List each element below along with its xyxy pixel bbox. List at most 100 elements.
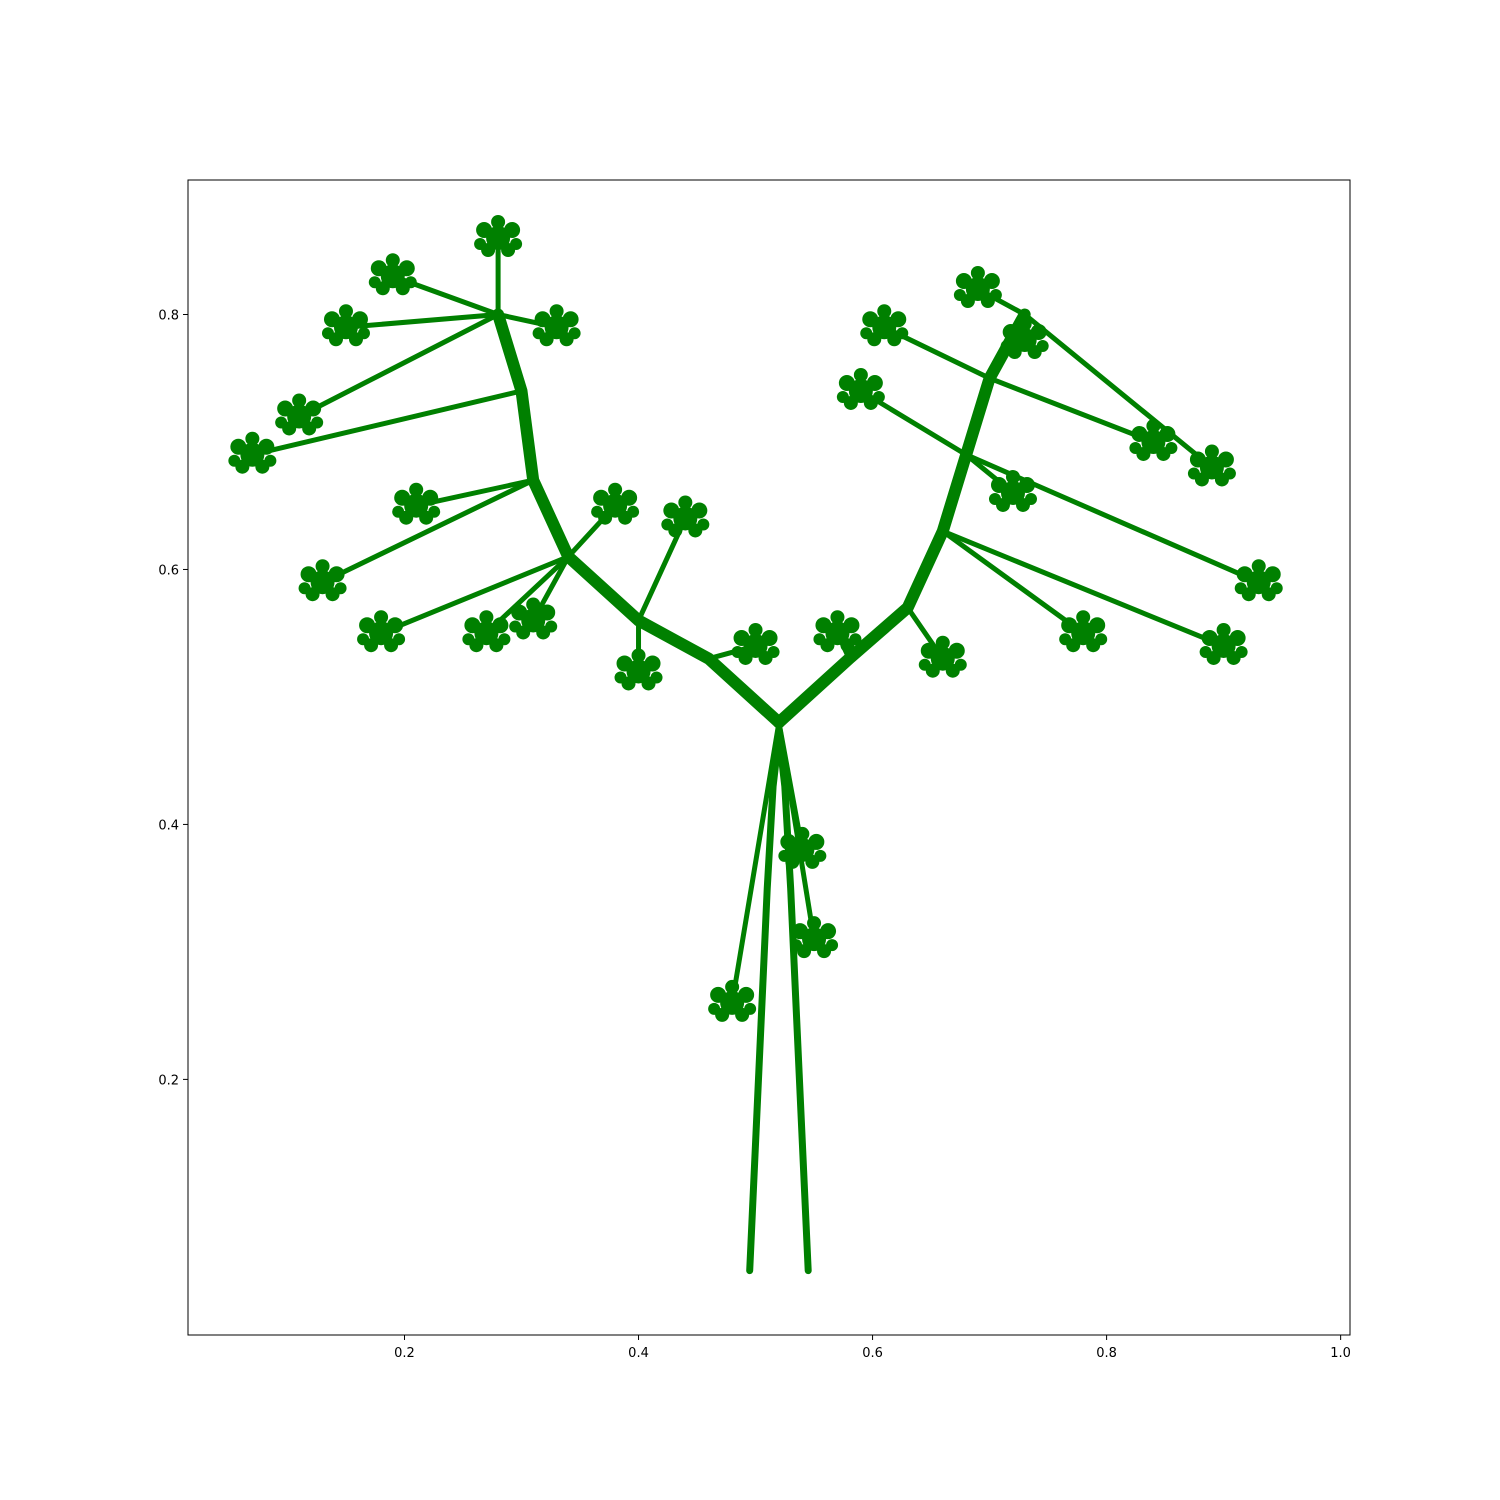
- leaf-point: [965, 276, 990, 301]
- leaf-cluster: [392, 482, 441, 525]
- leaf-point: [228, 454, 241, 467]
- leaf-point: [264, 454, 277, 467]
- leaf-point: [990, 476, 1007, 493]
- leaf-cluster: [368, 253, 417, 296]
- leaf-point: [603, 493, 628, 518]
- leaf-point: [1012, 327, 1037, 352]
- leaf-point: [1165, 441, 1178, 454]
- leaf-cluster: [790, 916, 839, 959]
- leaf-point: [311, 416, 324, 429]
- sub-branch: [249, 388, 525, 458]
- leaf-point: [357, 327, 370, 340]
- leaf-point: [1061, 617, 1078, 634]
- leaf-point: [474, 238, 487, 251]
- leaf-point: [394, 489, 411, 506]
- leaf-cluster: [1000, 316, 1049, 359]
- leaf-point: [1002, 323, 1019, 340]
- leaf-cluster: [298, 559, 347, 602]
- leaf-point: [738, 986, 755, 1003]
- leaf-point: [387, 617, 404, 634]
- leaf-point: [380, 264, 405, 289]
- leaf-point: [1217, 451, 1234, 468]
- leaf-cluster: [228, 431, 277, 474]
- leaf-cluster: [474, 215, 523, 258]
- leaf-point: [1204, 444, 1219, 459]
- leaf-point: [780, 833, 797, 850]
- leaf-point: [1076, 610, 1091, 625]
- leaf-point: [953, 288, 966, 301]
- leaf-point: [328, 566, 345, 583]
- leaf-point: [691, 502, 708, 519]
- leaf-point: [1199, 645, 1212, 658]
- sub-branch: [378, 554, 571, 636]
- leaf-point: [710, 986, 727, 1003]
- leaf-point: [644, 655, 661, 672]
- y-tick-label: 0.6: [158, 563, 179, 578]
- sub-branch: [1022, 311, 1215, 470]
- leaf-cluster: [509, 597, 558, 640]
- leaf-cluster: [778, 826, 827, 869]
- axes-frame: [187, 179, 1351, 1336]
- sub-branch: [530, 554, 571, 623]
- leaf-cluster: [988, 469, 1037, 512]
- sub-branch: [343, 311, 501, 330]
- leaf-point: [240, 442, 265, 467]
- leaf-point: [287, 404, 312, 429]
- leaf-point: [843, 617, 860, 634]
- leaf-point: [300, 566, 317, 583]
- sub-branch: [320, 477, 536, 585]
- leaf-point: [836, 390, 849, 403]
- x-tick-label: 1.0: [1330, 1346, 1351, 1361]
- leaf-point: [720, 990, 745, 1015]
- sub-branch: [940, 528, 1227, 649]
- leaf-point: [896, 327, 909, 340]
- sub-branch: [296, 311, 501, 419]
- leaf-point: [761, 629, 778, 646]
- leaf-point: [1000, 339, 1013, 352]
- leaf-point: [608, 482, 623, 497]
- leaf-point: [298, 582, 311, 595]
- leaf-cluster: [1234, 559, 1283, 602]
- leaf-point: [369, 621, 394, 646]
- leaf-point: [743, 633, 768, 658]
- leaf-point: [1005, 469, 1020, 484]
- leaf-point: [492, 617, 509, 634]
- leaf-point: [474, 621, 499, 646]
- leaf-point: [591, 505, 604, 518]
- sub-branch: [940, 528, 1086, 636]
- leaf-point: [334, 582, 347, 595]
- leaf-point: [920, 642, 937, 659]
- leaf-point: [464, 617, 481, 634]
- leaf-point: [277, 400, 294, 417]
- leaf-point: [673, 506, 698, 531]
- leaf-point: [539, 604, 556, 621]
- leaf-point: [813, 633, 826, 646]
- leaf-point: [790, 939, 803, 952]
- leaf-point: [568, 327, 581, 340]
- leaf-point: [310, 570, 335, 595]
- leaf-point: [820, 923, 837, 940]
- leaf-cluster: [813, 610, 862, 653]
- leaf-point: [275, 416, 288, 429]
- leaf-point: [258, 438, 275, 455]
- leaf-point: [404, 493, 429, 518]
- leaf-point: [935, 635, 950, 650]
- leaf-point: [616, 655, 633, 672]
- leaf-point: [955, 272, 972, 289]
- leaf-point: [872, 390, 885, 403]
- leaf-point: [815, 617, 832, 634]
- leaf-point: [849, 633, 862, 646]
- leaf-point: [697, 518, 710, 531]
- leaf-point: [370, 260, 387, 277]
- leaf-cluster: [953, 265, 1002, 308]
- leaf-point: [357, 633, 370, 646]
- leaf-point: [1000, 480, 1025, 505]
- leaf-point: [918, 658, 931, 671]
- leaf-point: [1141, 429, 1166, 454]
- leaf-point: [1024, 492, 1037, 505]
- leaf-point: [808, 833, 825, 850]
- leaf-point: [1229, 629, 1246, 646]
- leaf-point: [1251, 559, 1266, 574]
